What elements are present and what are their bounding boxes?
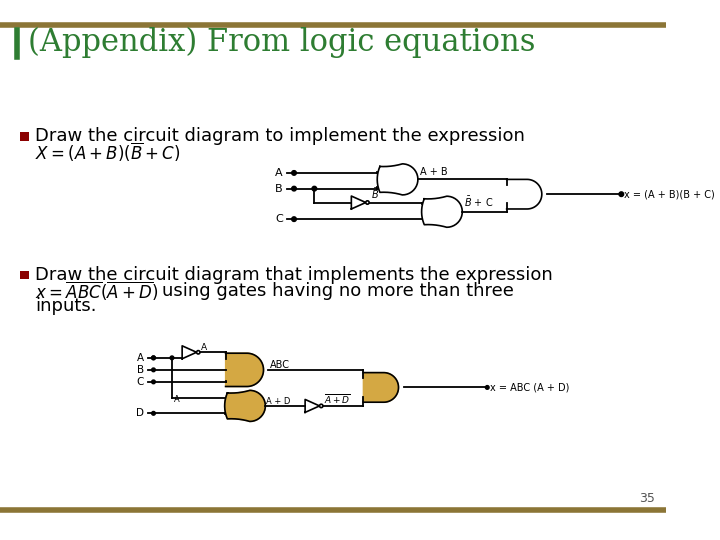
- Text: $\bar{B}$: $\bar{B}$: [371, 187, 379, 201]
- Text: C: C: [137, 377, 144, 387]
- Polygon shape: [364, 373, 398, 402]
- Polygon shape: [225, 390, 266, 421]
- Circle shape: [152, 356, 156, 360]
- Polygon shape: [422, 196, 462, 227]
- Text: ABC: ABC: [270, 360, 290, 370]
- Text: B: B: [275, 184, 283, 194]
- Circle shape: [170, 356, 174, 360]
- Circle shape: [292, 217, 297, 221]
- Bar: [20, 271, 29, 279]
- Circle shape: [485, 386, 489, 389]
- Circle shape: [152, 380, 156, 384]
- Text: A + D: A + D: [266, 397, 291, 406]
- Text: D: D: [136, 408, 144, 418]
- Text: Draw the circuit diagram that implements the expression: Draw the circuit diagram that implements…: [35, 266, 553, 284]
- Text: A: A: [201, 343, 207, 353]
- Polygon shape: [225, 353, 264, 387]
- Text: A: A: [275, 168, 283, 178]
- Polygon shape: [507, 179, 542, 209]
- Circle shape: [197, 350, 200, 354]
- Polygon shape: [377, 164, 418, 195]
- Text: Draw the circuit diagram to implement the expression: Draw the circuit diagram to implement th…: [35, 127, 525, 145]
- Circle shape: [292, 186, 297, 191]
- Text: A + B: A + B: [420, 167, 447, 177]
- Text: A: A: [137, 353, 144, 363]
- Text: $\bar{B}$ + C: $\bar{B}$ + C: [464, 195, 493, 209]
- Text: $x = \overline{ABC}(\overline{A + D})$: $x = \overline{ABC}(\overline{A + D})$: [35, 280, 158, 303]
- Text: $X = (A + B)(\overline{B} + C)$: $X = (A + B)(\overline{B} + C)$: [35, 141, 181, 164]
- Text: B: B: [137, 365, 144, 375]
- Polygon shape: [182, 346, 197, 359]
- Text: A: A: [174, 395, 179, 404]
- Polygon shape: [305, 400, 320, 413]
- Circle shape: [366, 201, 369, 204]
- Circle shape: [619, 192, 624, 197]
- Polygon shape: [351, 196, 366, 209]
- Text: $\overline{A + D}$: $\overline{A + D}$: [324, 393, 351, 407]
- Text: C: C: [275, 214, 283, 224]
- Text: (Appendix) From logic equations: (Appendix) From logic equations: [28, 27, 535, 58]
- Circle shape: [292, 171, 297, 176]
- Circle shape: [152, 368, 156, 372]
- Text: x = (A + B)(B + C): x = (A + B)(B + C): [624, 189, 715, 199]
- Text: inputs.: inputs.: [35, 297, 96, 315]
- Circle shape: [312, 186, 317, 191]
- Circle shape: [320, 404, 323, 408]
- Bar: [20, 132, 29, 140]
- Circle shape: [152, 411, 156, 415]
- Circle shape: [152, 356, 156, 360]
- Text: using gates having no more than three: using gates having no more than three: [162, 282, 513, 300]
- Text: x = ABC (A + D): x = ABC (A + D): [490, 382, 570, 393]
- Text: 35: 35: [639, 492, 654, 505]
